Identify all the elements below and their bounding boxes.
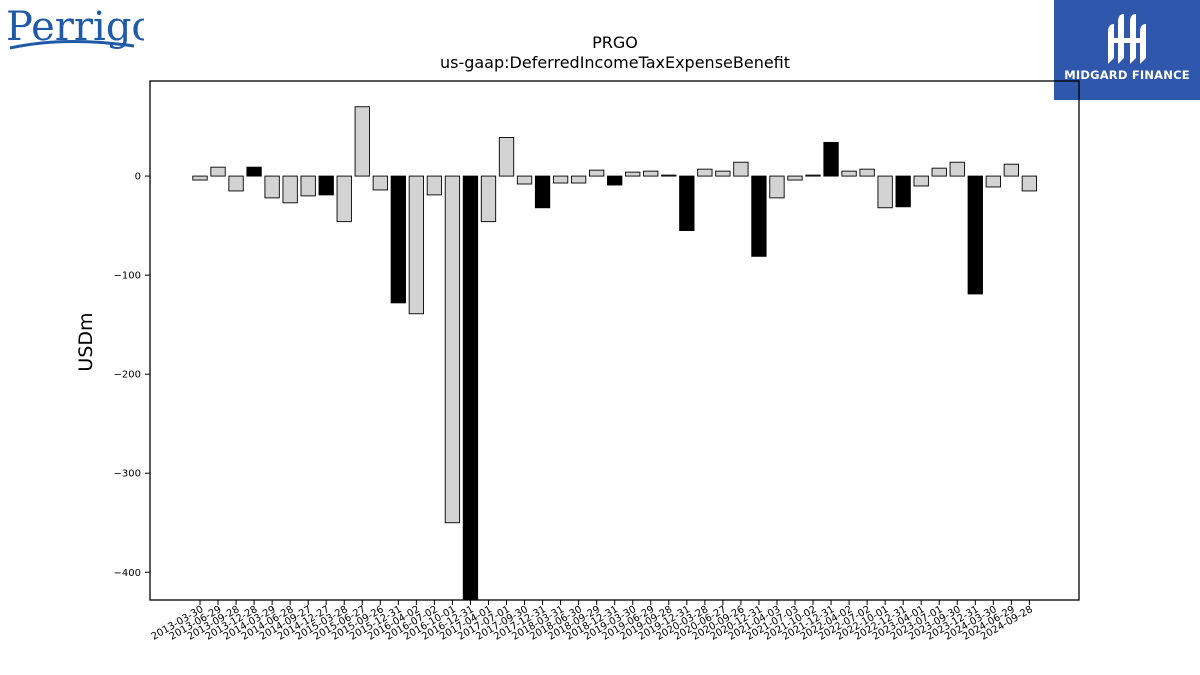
bar xyxy=(643,170,659,177)
bar xyxy=(246,166,262,177)
bar xyxy=(877,175,893,209)
y-axis-label: USDm xyxy=(75,312,97,371)
bar xyxy=(607,175,623,186)
x-axis: 2013-03-302013-06-292013-09-282013-12-28… xyxy=(150,600,1035,643)
bar xyxy=(895,175,911,208)
bar xyxy=(480,175,497,223)
brand-mark-icon xyxy=(1108,14,1146,64)
bar xyxy=(264,175,280,199)
bar xyxy=(859,168,875,177)
bar xyxy=(372,175,388,191)
y-tick-label: −100 xyxy=(114,271,141,282)
bar xyxy=(1021,175,1038,192)
bar xyxy=(192,175,208,181)
bar xyxy=(715,170,731,177)
bar xyxy=(426,175,443,196)
bar xyxy=(661,174,677,177)
chart-subtitle: us-gaap:DeferredIncomeTaxExpenseBenefit xyxy=(440,53,790,72)
bar xyxy=(354,106,370,177)
bar xyxy=(462,175,479,601)
bar xyxy=(390,175,406,304)
y-axis: 0 −100 −200 −300 −400 xyxy=(114,172,150,579)
bar xyxy=(444,175,461,524)
chart-title: PRGO xyxy=(592,33,638,52)
bar xyxy=(841,170,857,177)
plot-frame xyxy=(149,80,1080,601)
bar xyxy=(534,175,551,209)
bar xyxy=(787,175,803,181)
bar xyxy=(751,175,767,257)
bar xyxy=(949,161,965,177)
bar xyxy=(769,175,785,199)
bar xyxy=(1003,163,1020,177)
bar xyxy=(300,175,316,197)
y-tick-label: 0 xyxy=(135,172,141,183)
brand-name: MIDGARD FINANCE xyxy=(1064,68,1190,82)
bar xyxy=(679,175,695,232)
bar xyxy=(336,175,352,223)
brand-logo: MIDGARD FINANCE xyxy=(1054,0,1200,100)
bar xyxy=(552,175,569,184)
bar xyxy=(931,167,947,177)
bar xyxy=(498,137,515,177)
company-logo: Perrigo xyxy=(6,4,144,50)
bars xyxy=(192,106,1038,601)
bar xyxy=(318,175,334,196)
bar xyxy=(805,174,821,177)
bar xyxy=(967,175,983,295)
bar xyxy=(210,166,226,177)
bar xyxy=(589,169,605,177)
y-tick-label: −400 xyxy=(114,568,141,579)
bar xyxy=(985,175,1001,188)
bar xyxy=(697,168,713,177)
bar xyxy=(516,175,533,185)
bar xyxy=(625,171,641,177)
bar xyxy=(733,161,749,177)
bar xyxy=(823,141,839,177)
bar xyxy=(282,175,298,204)
y-tick-label: −200 xyxy=(114,370,141,381)
bar xyxy=(228,175,244,192)
bar xyxy=(913,175,929,187)
bar xyxy=(408,175,425,315)
y-tick-label: −300 xyxy=(114,469,141,480)
bar xyxy=(570,175,587,184)
